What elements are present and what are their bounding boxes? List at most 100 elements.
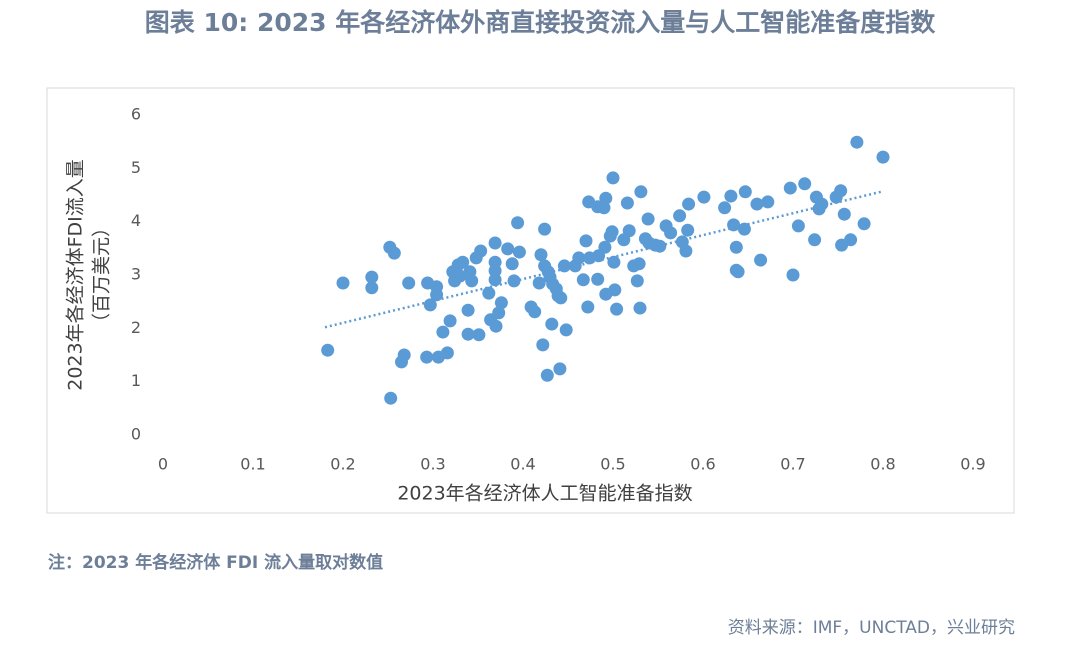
y-tick-label: 2	[131, 318, 141, 337]
point	[453, 269, 467, 283]
point	[474, 244, 488, 258]
point	[608, 283, 622, 297]
y-tick-label: 1	[131, 371, 141, 390]
point	[472, 328, 486, 342]
point	[729, 240, 743, 254]
y-tick-label: 3	[131, 265, 141, 284]
y-axis-label: 2023年各经济体FDI流入量	[65, 159, 87, 391]
point	[532, 276, 546, 290]
point	[682, 197, 696, 211]
y-tick-label: 6	[131, 105, 141, 124]
point	[430, 288, 444, 302]
point	[633, 301, 647, 315]
point	[528, 305, 542, 319]
x-axis-label: 2023年各经济体人工智能准备指数	[397, 483, 692, 505]
point	[461, 327, 475, 341]
point	[681, 223, 695, 237]
chart-frame	[46, 87, 1015, 514]
point	[465, 274, 479, 288]
point	[420, 350, 434, 364]
point	[557, 259, 571, 273]
point	[591, 272, 605, 286]
point	[610, 302, 624, 316]
point	[321, 343, 335, 357]
point	[553, 362, 567, 376]
point	[808, 233, 822, 247]
x-tick-label: 0.4	[510, 455, 535, 474]
x-tick-label: 0	[158, 455, 168, 474]
point	[402, 276, 416, 290]
point	[738, 185, 752, 199]
point	[507, 274, 521, 288]
point	[630, 274, 644, 288]
point	[815, 197, 829, 211]
point	[488, 273, 502, 287]
point	[572, 251, 586, 265]
point	[536, 338, 550, 352]
point	[761, 195, 775, 209]
y-tick-label: 5	[131, 158, 141, 177]
point	[511, 216, 525, 230]
source: 资料来源：IMF，UNCTAD，兴业研究	[728, 618, 1015, 638]
point	[850, 135, 864, 149]
point	[599, 191, 613, 205]
point	[492, 306, 506, 320]
x-tick-label: 0.8	[870, 455, 895, 474]
point	[598, 240, 612, 254]
point	[440, 346, 454, 360]
point	[750, 197, 764, 211]
point	[489, 319, 503, 333]
point	[837, 207, 851, 221]
point	[365, 281, 379, 295]
x-tick-label: 0.5	[600, 455, 625, 474]
point	[622, 224, 636, 238]
point	[727, 218, 741, 232]
point	[540, 368, 554, 382]
point	[545, 317, 559, 331]
point	[443, 314, 457, 328]
point	[798, 177, 812, 191]
point	[505, 257, 519, 271]
x-tick-label: 0.9	[960, 455, 985, 474]
point	[844, 233, 858, 247]
point	[673, 209, 687, 223]
point	[834, 184, 848, 198]
point	[456, 255, 470, 269]
point	[786, 268, 800, 282]
point	[679, 244, 693, 258]
point	[724, 189, 738, 203]
point	[365, 270, 379, 284]
point	[718, 201, 732, 215]
point	[534, 248, 548, 262]
point	[857, 217, 871, 231]
point	[579, 234, 593, 248]
note: 注：2023 年各经济体 FDI 流入量取对数值	[48, 552, 383, 573]
point	[697, 190, 711, 204]
y-tick-label: 4	[131, 211, 141, 230]
point	[581, 300, 595, 314]
point	[494, 296, 508, 310]
x-tick-label: 0.3	[420, 455, 445, 474]
y-axis-label: （百万美元）	[91, 218, 113, 332]
point	[336, 276, 350, 290]
point	[620, 196, 634, 210]
point	[737, 222, 751, 236]
point	[387, 246, 401, 260]
chart-title: 图表 10: 2023 年各经济体外商直接投资流入量与人工智能准备度指数	[145, 8, 936, 37]
x-tick-label: 0.1	[240, 455, 265, 474]
trendline	[324, 190, 884, 329]
point	[653, 239, 667, 253]
point	[436, 325, 450, 339]
point	[482, 286, 496, 300]
point	[754, 253, 768, 267]
point	[397, 348, 411, 362]
point	[384, 391, 398, 405]
x-tick-label: 0.7	[780, 455, 805, 474]
point	[538, 222, 552, 236]
point	[597, 201, 611, 215]
point	[554, 291, 568, 305]
point	[731, 265, 745, 279]
point	[501, 242, 515, 256]
point	[559, 323, 573, 337]
